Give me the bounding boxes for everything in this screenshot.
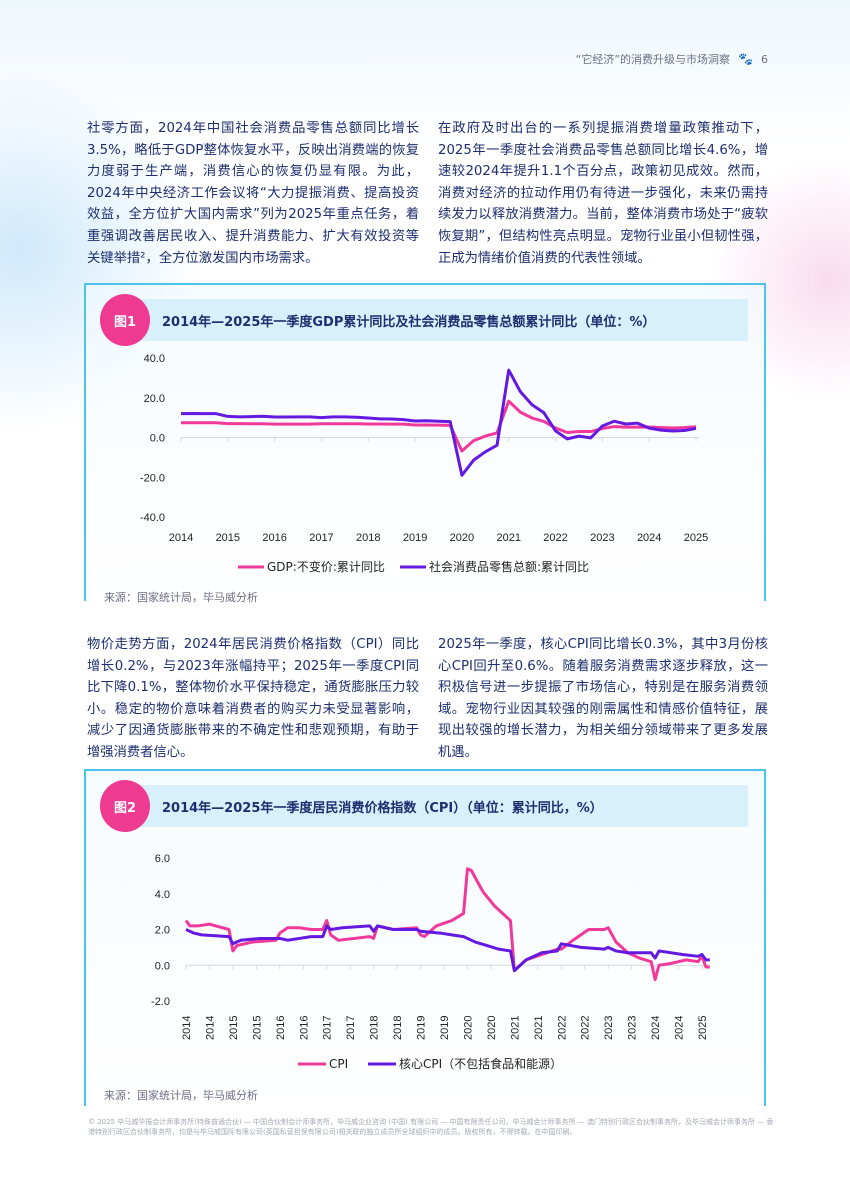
- x-tick-label: 2023: [627, 1016, 639, 1040]
- legend-label: 核心CPI（不包括食品和能源）: [399, 1056, 562, 1071]
- x-tick-label: 2020: [462, 1016, 474, 1040]
- x-tick-label: 2018: [356, 532, 380, 544]
- x-tick-label: 2016: [262, 532, 286, 544]
- y-tick-label: 4.0: [155, 889, 170, 901]
- x-tick-label: 2014: [169, 532, 193, 544]
- figure-1: 图1 2014年—2025年一季度GDP累计同比及社会消费品零售总额累计同比（单…: [84, 283, 766, 604]
- figure-2-title-bar: 图2 2014年—2025年一季度居民消费价格指数（CPI）（单位：累计同比，%…: [100, 780, 748, 832]
- x-tick-label: 2014: [204, 1016, 216, 1040]
- paragraph-retail-left: 社零方面，2024年中国社会消费品零售总额同比增长3.5%，略低于GDP整体恢复…: [87, 121, 419, 266]
- x-tick-label: 2018: [392, 1016, 404, 1040]
- series-line-retail-sales: [180, 368, 697, 477]
- x-tick-label: 2020: [450, 532, 474, 544]
- y-tick-label: 6.0: [155, 853, 170, 865]
- figure-2-title: 2014年—2025年一季度居民消费价格指数（CPI）（单位：累计同比，%）: [162, 800, 603, 816]
- figure-2-badge: 图2: [100, 780, 150, 832]
- x-tick-label: 2014: [181, 1016, 193, 1040]
- x-tick-label: 2019: [403, 532, 427, 544]
- x-tick-label: 2016: [298, 1016, 310, 1040]
- x-tick-label: 2024: [650, 1016, 662, 1040]
- figure-1-title: 2014年—2025年一季度GDP累计同比及社会消费品零售总额累计同比（单位：%…: [162, 314, 656, 330]
- x-tick-label: 2015: [216, 532, 240, 544]
- x-tick-label: 2017: [309, 532, 333, 544]
- x-tick-label: 2019: [439, 1016, 451, 1040]
- x-tick-label: 2023: [603, 1016, 615, 1040]
- series-line-core-cpi: [185, 924, 710, 973]
- x-tick-label: 2019: [416, 1016, 428, 1040]
- y-tick-label: -2.0: [151, 996, 170, 1008]
- y-tick-label: -40.0: [140, 512, 165, 524]
- y-tick-label: 40.0: [144, 353, 165, 365]
- x-tick-label: 2016: [275, 1016, 287, 1040]
- x-tick-label: 2015: [251, 1016, 263, 1040]
- x-tick-label: 2023: [590, 532, 614, 544]
- figure-1-title-bar: 图1 2014年—2025年一季度GDP累计同比及社会消费品零售总额累计同比（单…: [100, 294, 748, 346]
- legend-label: CPI: [329, 1057, 348, 1071]
- x-tick-label: 2022: [580, 1016, 592, 1040]
- paw-icon: 🐾: [738, 52, 753, 66]
- x-tick-label: 2018: [369, 1016, 381, 1040]
- report-title: “它经济”的消费升级与市场洞察: [575, 53, 731, 66]
- legend-label: 社会消费品零售总额:累计同比: [429, 559, 589, 574]
- figure-2-source: 来源：国家统计局，毕马威分析: [104, 1089, 258, 1102]
- x-tick-label: 2021: [533, 1016, 545, 1040]
- legend-label: GDP:不变价:累计同比: [267, 559, 385, 574]
- y-tick-label: 0.0: [155, 960, 170, 972]
- figure-1-source: 来源：国家统计局，毕马威分析: [104, 591, 258, 604]
- x-tick-label: 2022: [543, 532, 567, 544]
- x-tick-label: 2025: [684, 532, 708, 544]
- x-tick-label: 2022: [556, 1016, 568, 1040]
- x-tick-label: 2020: [486, 1016, 498, 1040]
- x-tick-label: 2015: [228, 1016, 240, 1040]
- figure-1-badge: 图1: [100, 294, 150, 346]
- x-tick-label: 2021: [496, 532, 520, 544]
- x-tick-label: 2021: [509, 1016, 521, 1040]
- paragraph-cpi-left: 物价走势方面，2024年居民消费价格指数（CPI）同比增长0.2%，与2023年…: [87, 637, 419, 760]
- y-tick-label: -20.0: [140, 472, 165, 484]
- page-header: “它经济”的消费升级与市场洞察 🐾 6: [576, 51, 768, 67]
- y-tick-label: 20.0: [144, 393, 165, 405]
- series-line-gdp: [181, 399, 697, 453]
- page-number: 6: [761, 52, 768, 66]
- x-tick-label: 2024: [637, 532, 661, 544]
- x-tick-label: 2017: [345, 1016, 357, 1040]
- y-tick-label: 0.0: [150, 433, 165, 445]
- x-tick-label: 2017: [322, 1016, 334, 1040]
- series-line-cpi: [184, 867, 710, 982]
- copyright-footer: © 2025 毕马威华振会计师事务所(特殊普通合伙) — 中国合伙制会计师事务所…: [88, 1118, 774, 1136]
- x-tick-label: 2025: [697, 1016, 709, 1040]
- paragraph-cpi-right: 2025年一季度，核心CPI同比增长0.3%，其中3月份核心CPI回升至0.6%…: [438, 637, 768, 760]
- y-tick-label: 2.0: [155, 925, 170, 937]
- x-tick-label: 2024: [674, 1016, 686, 1040]
- paragraph-retail-right: 在政府及时出台的一系列提振消费增量政策推动下，2025年一季度社会消费品零售总额…: [438, 121, 768, 266]
